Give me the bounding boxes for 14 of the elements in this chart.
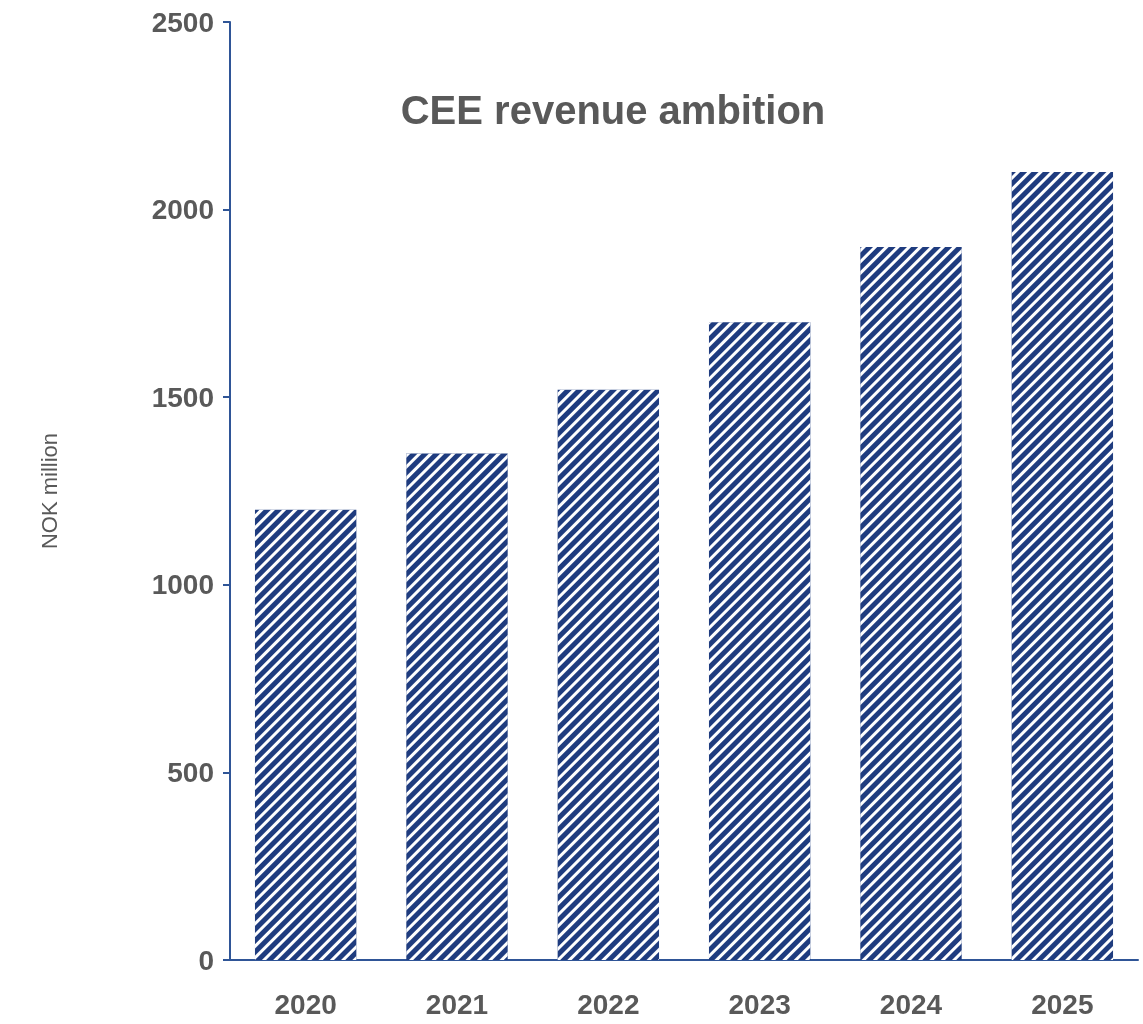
y-tick-label: 2000	[151, 194, 214, 226]
y-axis-title: NOK million	[36, 432, 62, 550]
y-tick-label: 1000	[151, 569, 214, 601]
x-tick-label: 2021	[425, 988, 489, 1020]
x-tick-label: 2020	[274, 988, 337, 1020]
text: CEE revenue ambition	[400, 88, 826, 132]
y-tick-label: 1500	[151, 381, 214, 413]
x-tick-label: 2025	[1031, 988, 1094, 1020]
y-tick-label: 2500	[151, 6, 214, 38]
x-tick-label: 2024	[879, 988, 943, 1020]
y-tick-label: 0	[198, 944, 214, 976]
y-tick-label: 500	[167, 756, 214, 788]
x-tick-label: 2022	[577, 988, 640, 1020]
x-tick-label: 2023	[728, 988, 791, 1020]
